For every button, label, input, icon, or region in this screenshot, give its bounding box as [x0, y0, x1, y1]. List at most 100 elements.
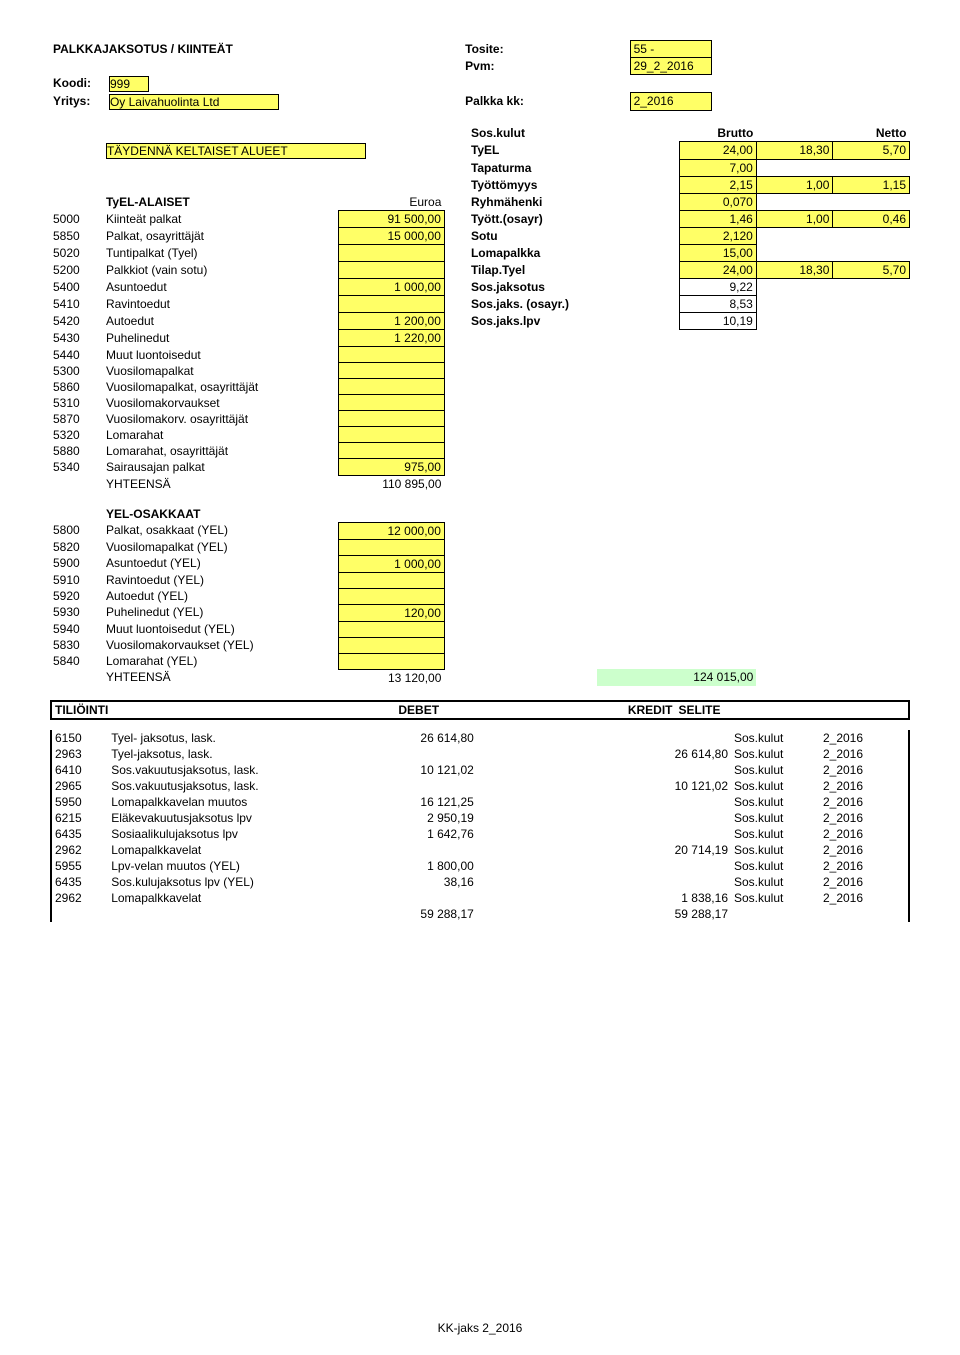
rate-value[interactable]: 1,15	[833, 177, 910, 194]
koodi-value[interactable]: 999	[109, 76, 149, 92]
rate-label: TyEL	[468, 142, 598, 160]
rate-value[interactable]: 2,15	[680, 177, 757, 194]
netto-header: Netto	[833, 125, 910, 142]
row-value[interactable]	[338, 363, 444, 379]
header-table: PALKKAJAKSOTUS / KIINTEÄT Tosite: 55 - P…	[50, 40, 910, 111]
row-value[interactable]	[338, 427, 444, 443]
row-code: 5950	[51, 794, 108, 810]
row-name: Lomarahat, osayrittäjät	[103, 443, 338, 459]
pvm-label: Pvm:	[462, 58, 559, 75]
row-value[interactable]: 12 000,00	[338, 522, 444, 539]
row-kredit	[617, 810, 731, 826]
row-value[interactable]	[338, 411, 444, 427]
row-value[interactable]	[338, 588, 444, 604]
row-value[interactable]	[338, 443, 444, 459]
row-kredit: 26 614,80	[617, 746, 731, 762]
rate-value[interactable]: 1,00	[756, 177, 833, 194]
yel-heading: YEL-OSAKKAAT	[103, 506, 338, 522]
row-value[interactable]	[338, 262, 444, 279]
row-name: Sosiaalikulujaksotus lpv	[108, 826, 362, 842]
row-value[interactable]	[338, 637, 444, 653]
row-value[interactable]: 1 220,00	[338, 330, 444, 347]
row-value[interactable]	[338, 539, 444, 555]
row-debet	[362, 842, 476, 858]
row-value[interactable]	[338, 653, 444, 669]
row-selite2: 2_2016	[820, 890, 909, 906]
tosite-label: Tosite:	[462, 41, 559, 58]
row-value[interactable]: 1 000,00	[338, 555, 444, 572]
row-selite2: 2_2016	[820, 762, 909, 778]
row-selite2: 2_2016	[820, 794, 909, 810]
row-code: 5910	[50, 572, 103, 588]
rate-value[interactable]: 5,70	[833, 262, 910, 279]
row-code: 5200	[50, 262, 103, 279]
rate-label: Työttömyys	[468, 177, 598, 194]
rate-label: Tyött.(osayr)	[468, 211, 598, 228]
row-value[interactable]	[338, 379, 444, 395]
row-value[interactable]: 120,00	[338, 604, 444, 621]
tiliointi-row: 5950Lomapalkkavelan muutos16 121,25Sos.k…	[51, 794, 909, 810]
rate-value[interactable]: 18,30	[756, 262, 833, 279]
row-value[interactable]	[338, 347, 444, 363]
rate-value[interactable]: 24,00	[680, 142, 757, 160]
row-name: Autoedut (YEL)	[103, 588, 338, 604]
tiliointi-row: 6215Eläkevakuutusjaksotus lpv2 950,19Sos…	[51, 810, 909, 826]
row-value[interactable]: 1 000,00	[338, 279, 444, 296]
row-name: Lomarahat (YEL)	[103, 653, 338, 669]
row-kredit	[617, 858, 731, 874]
tyel-total-label: YHTEENSÄ	[103, 476, 338, 493]
tiliointi-row: 6150Tyel- jaksotus, lask.26 614,80Sos.ku…	[51, 730, 909, 746]
row-value[interactable]	[338, 621, 444, 637]
row-value[interactable]: 15 000,00	[338, 228, 444, 245]
rate-label: Sotu	[468, 228, 598, 245]
euroa-label: Euroa	[338, 194, 444, 211]
row-selite1: Sos.kulut	[731, 842, 820, 858]
row-debet: 10 121,02	[362, 762, 476, 778]
tiliointi-body: 6150Tyel- jaksotus, lask.26 614,80Sos.ku…	[50, 730, 910, 922]
sum-kredit: 59 288,17	[617, 906, 731, 922]
row-code: 5020	[50, 245, 103, 262]
row-value[interactable]	[338, 395, 444, 411]
tosite-value[interactable]: 55 -	[630, 41, 711, 58]
row-name: Lpv-velan muutos (YEL)	[108, 858, 362, 874]
tiliointi-row: 2965Sos.vakuutusjaksotus, lask.10 121,02…	[51, 778, 909, 794]
rate-value[interactable]: 2,120	[680, 228, 757, 245]
rate-value[interactable]: 24,00	[680, 262, 757, 279]
row-code: 6215	[51, 810, 108, 826]
pvm-value[interactable]: 29_2_2016	[630, 58, 711, 75]
row-value[interactable]: 1 200,00	[338, 313, 444, 330]
row-name: Vuosilomapalkat	[103, 363, 338, 379]
row-value[interactable]	[338, 296, 444, 313]
row-code: 5420	[50, 313, 103, 330]
rate-value[interactable]: 5,70	[833, 142, 910, 160]
row-name: Sos.vakuutusjaksotus, lask.	[108, 778, 362, 794]
row-code: 5870	[50, 411, 103, 427]
row-code: 5440	[50, 347, 103, 363]
kredit-header: KREDIT	[570, 701, 675, 719]
yritys-value[interactable]: Oy Laivahuolinta Ltd	[109, 94, 279, 110]
row-value[interactable]	[338, 572, 444, 588]
row-code: 5340	[50, 459, 103, 476]
rate-value[interactable]: 1,00	[756, 211, 833, 228]
row-selite1: Sos.kulut	[731, 794, 820, 810]
rate-value[interactable]: 0,070	[680, 194, 757, 211]
row-code: 5955	[51, 858, 108, 874]
row-code: 5880	[50, 443, 103, 459]
row-value[interactable]	[338, 245, 444, 262]
rate-value[interactable]: 1,46	[680, 211, 757, 228]
row-selite2: 2_2016	[820, 810, 909, 826]
rate-value[interactable]: 7,00	[680, 160, 757, 177]
rate-value[interactable]: 0,46	[833, 211, 910, 228]
palkka-kk-value[interactable]: 2_2016	[630, 93, 711, 111]
rate-value[interactable]: 15,00	[680, 245, 757, 262]
row-name: Muut luontoisedut	[103, 347, 338, 363]
rate-value[interactable]: 18,30	[756, 142, 833, 160]
row-value[interactable]: 975,00	[338, 459, 444, 476]
row-code: 5300	[50, 363, 103, 379]
row-value[interactable]: 91 500,00	[338, 211, 444, 228]
row-code: 5940	[50, 621, 103, 637]
row-kredit: 20 714,19	[617, 842, 731, 858]
row-kredit	[617, 826, 731, 842]
row-selite2: 2_2016	[820, 746, 909, 762]
row-selite2: 2_2016	[820, 874, 909, 890]
